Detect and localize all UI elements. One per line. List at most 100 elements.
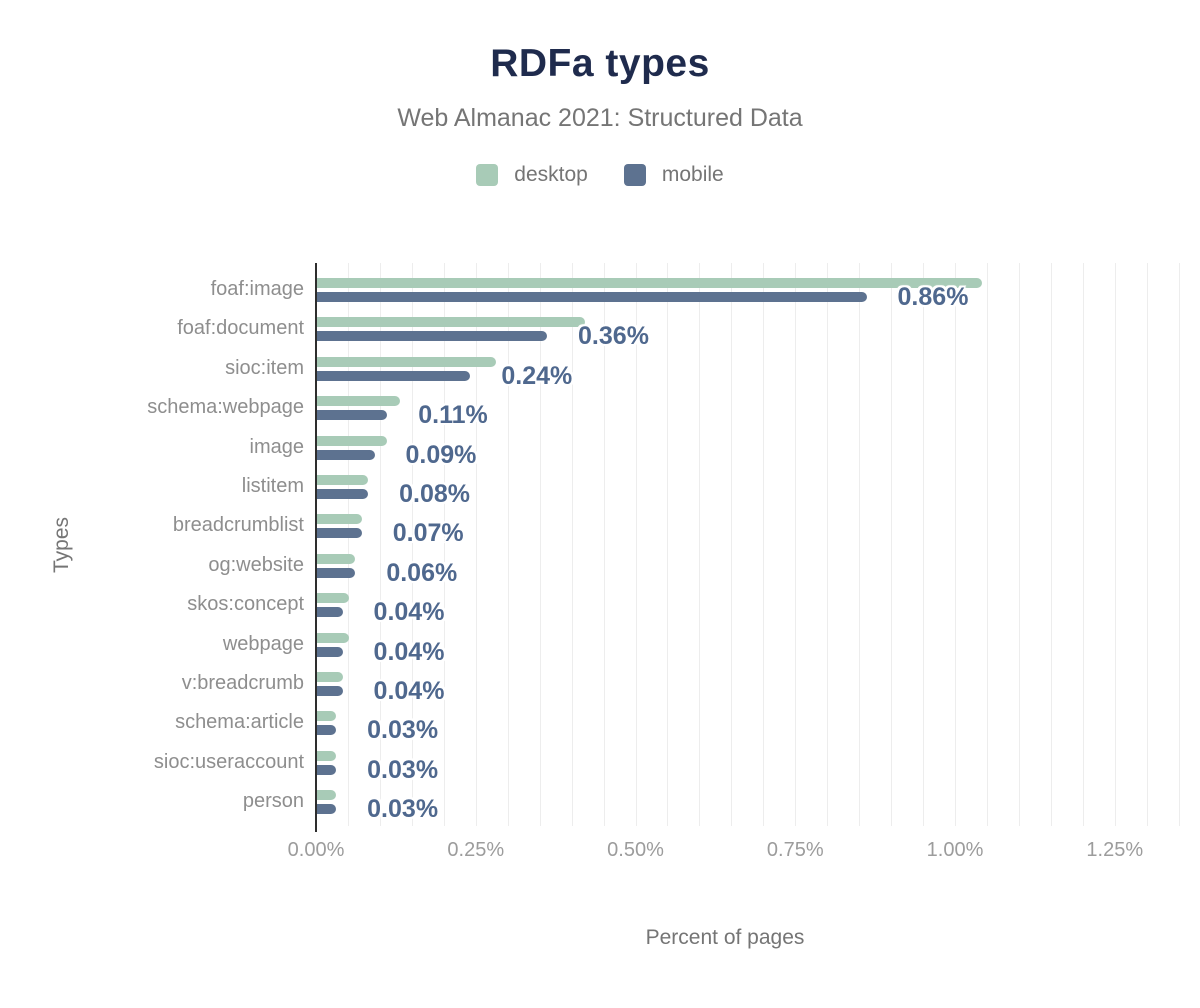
x-tick-label: 1.25% — [1086, 839, 1144, 861]
value-label: 0.04% — [373, 677, 445, 705]
bar-mobile[interactable] — [317, 292, 867, 302]
gridline — [1178, 263, 1180, 826]
value-label: 0.04% — [373, 598, 445, 627]
gridline — [635, 263, 637, 826]
category-label: foaf:image — [210, 278, 304, 300]
value-label: 0.03% — [367, 716, 439, 745]
bar-desktop[interactable] — [317, 278, 982, 288]
bar-mobile[interactable] — [317, 725, 337, 736]
bar-mobile[interactable] — [317, 528, 362, 539]
bar-mobile[interactable] — [317, 489, 369, 499]
category-label: person — [242, 790, 304, 813]
x-tick-label: 0.25% — [447, 839, 505, 861]
bar-mobile[interactable] — [317, 410, 388, 421]
value-label: 0.08% — [399, 480, 470, 508]
legend-item-desktop: desktop — [476, 163, 588, 187]
category-label: foaf:document — [177, 317, 304, 340]
gridline — [571, 263, 573, 826]
gridline — [603, 263, 605, 826]
bar-mobile[interactable] — [317, 607, 343, 618]
gridline — [986, 263, 988, 826]
gridline — [1082, 263, 1084, 826]
category-label: image — [249, 435, 304, 458]
category-label: sioc:item — [225, 356, 304, 379]
bar-desktop[interactable] — [317, 514, 362, 525]
bar-desktop[interactable] — [317, 356, 496, 367]
category-label: skos:concept — [187, 593, 304, 616]
gridline — [667, 263, 669, 826]
gridline — [827, 263, 829, 826]
chart-title: RDFa types — [490, 42, 710, 85]
bar-mobile[interactable] — [317, 686, 343, 696]
bar-mobile[interactable] — [317, 370, 471, 381]
bar-desktop[interactable] — [317, 435, 388, 446]
gridline — [411, 263, 413, 826]
gridline — [699, 263, 701, 826]
gridline — [1114, 263, 1116, 826]
bar-desktop[interactable] — [317, 475, 369, 485]
value-label: 0.11% — [418, 401, 488, 430]
gridline — [539, 263, 541, 826]
value-label: 0.07% — [392, 519, 464, 548]
legend-label-desktop: desktop — [514, 163, 588, 186]
bar-mobile[interactable] — [317, 449, 375, 460]
bar-desktop[interactable] — [317, 672, 343, 682]
chart-subtitle: Web Almanac 2021: Structured Data — [397, 104, 803, 132]
gridline — [955, 263, 956, 826]
bar-mobile[interactable] — [317, 804, 337, 815]
category-label: schema:webpage — [147, 396, 304, 419]
category-label: listitem — [241, 475, 304, 497]
gridline — [347, 263, 349, 826]
value-label: 0.03% — [367, 795, 439, 824]
bar-desktop[interactable] — [317, 750, 337, 761]
gridline — [795, 263, 797, 826]
gridline — [731, 263, 733, 826]
gridline — [443, 263, 445, 826]
bar-desktop[interactable] — [317, 632, 349, 643]
bar-desktop[interactable] — [317, 553, 356, 564]
gridline — [1146, 263, 1148, 826]
bar-desktop[interactable] — [317, 396, 401, 407]
legend-swatch-mobile — [623, 164, 646, 186]
gridline — [475, 263, 477, 826]
bar-mobile[interactable] — [317, 646, 343, 657]
bar-desktop[interactable] — [317, 790, 337, 801]
x-tick-label: 1.00% — [926, 839, 984, 861]
y-axis-title: Types — [50, 516, 73, 574]
gridline — [923, 263, 925, 826]
y-axis-baseline — [315, 263, 317, 826]
value-label: 0.09% — [405, 440, 477, 469]
bar-desktop[interactable] — [317, 711, 337, 722]
zero-tick — [315, 826, 317, 832]
x-axis-title: Percent of pages — [645, 926, 805, 949]
gridline — [859, 263, 861, 826]
bar-mobile[interactable] — [317, 331, 548, 342]
x-tick-label: 0.50% — [607, 839, 664, 861]
gridline — [1050, 263, 1052, 826]
bar-mobile[interactable] — [317, 764, 337, 775]
legend-item-mobile: mobile — [623, 163, 724, 187]
category-label: og:website — [208, 553, 304, 576]
x-tick-label: 0.75% — [766, 839, 824, 861]
x-tick-label: 0.00% — [287, 839, 345, 861]
gridline — [1018, 263, 1020, 826]
bar-desktop[interactable] — [317, 317, 586, 328]
value-label: 0.03% — [367, 755, 439, 784]
category-label: v:breadcrumb — [181, 672, 304, 694]
value-label: 0.86% — [897, 283, 969, 311]
gridline — [891, 263, 893, 826]
bar-mobile[interactable] — [317, 567, 356, 578]
value-label: 0.24% — [501, 361, 573, 390]
value-label: 0.06% — [386, 558, 458, 587]
gridline — [507, 263, 509, 826]
category-label: webpage — [222, 632, 304, 655]
gridline — [379, 263, 381, 826]
value-label: 0.04% — [373, 637, 445, 666]
bar-desktop[interactable] — [317, 593, 349, 604]
category-label: breadcrumblist — [172, 514, 304, 537]
legend-label-mobile: mobile — [661, 163, 724, 186]
legend-swatch-desktop — [476, 164, 499, 186]
value-label: 0.36% — [578, 322, 649, 351]
gridline — [763, 263, 765, 826]
